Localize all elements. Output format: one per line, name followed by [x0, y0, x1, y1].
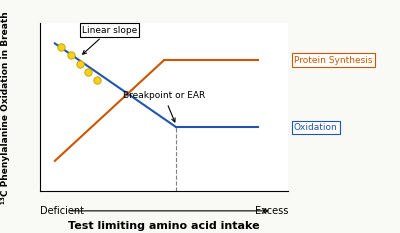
Text: ¹³C Phenylalanine Oxidation in Breath: ¹³C Phenylalanine Oxidation in Breath: [2, 11, 10, 204]
Point: [85, 70, 92, 74]
Text: Excess: Excess: [255, 206, 288, 216]
Point: [58, 45, 64, 49]
Text: Test limiting amino acid intake: Test limiting amino acid intake: [68, 221, 260, 231]
Text: Breakpoint or EAR: Breakpoint or EAR: [123, 92, 205, 122]
Text: Deficient: Deficient: [40, 206, 84, 216]
Text: Linear slope: Linear slope: [82, 25, 137, 54]
Point: [68, 53, 74, 57]
Point: [94, 79, 100, 82]
Text: Protein Synthesis: Protein Synthesis: [294, 56, 372, 65]
Point: [76, 62, 83, 65]
Text: Oxidation: Oxidation: [294, 123, 338, 132]
